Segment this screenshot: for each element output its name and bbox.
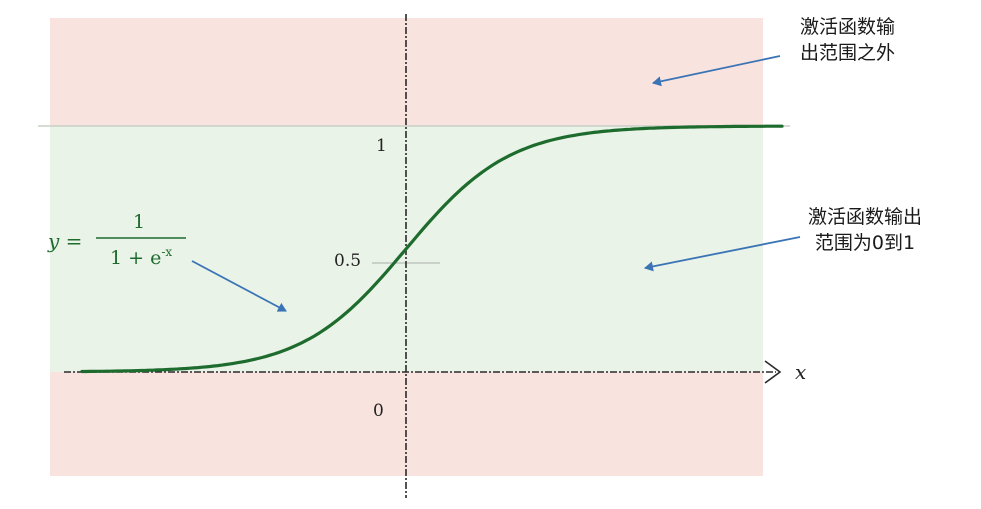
equation-pointer-arrow <box>191 260 287 312</box>
x-axis-arrowhead <box>764 360 782 384</box>
equation-denominator: 1 + e-x <box>110 245 172 269</box>
x-axis-label: x <box>795 360 806 384</box>
inside-range-note-line-2: 范围为0到1 <box>814 232 916 254</box>
inside-range-note: 激活函数输出 范围为0到1 <box>808 204 922 256</box>
y-tick-label-0-5: 0.5 <box>334 251 361 271</box>
inside-range-pointer-arrow <box>644 236 801 272</box>
outside-range-note: 激活函数输 出范围之外 <box>800 14 895 66</box>
outside-range-pointer-arrow <box>652 55 781 87</box>
y-tick-label-0: 0 <box>373 401 384 421</box>
sigmoid-curve <box>80 124 784 374</box>
outside-range-note-line-2: 出范围之外 <box>800 42 896 64</box>
outside-range-note-line-1: 激活函数输 <box>800 16 896 38</box>
equation-numerator: 1 <box>133 211 145 233</box>
equation-lhs: y = <box>47 229 82 253</box>
inside-range-note-line-1: 激活函数输出 <box>808 206 923 228</box>
y-tick-label-1: 1 <box>376 136 387 156</box>
sigmoid-equation: y = 1 1 + e-x <box>47 211 186 269</box>
